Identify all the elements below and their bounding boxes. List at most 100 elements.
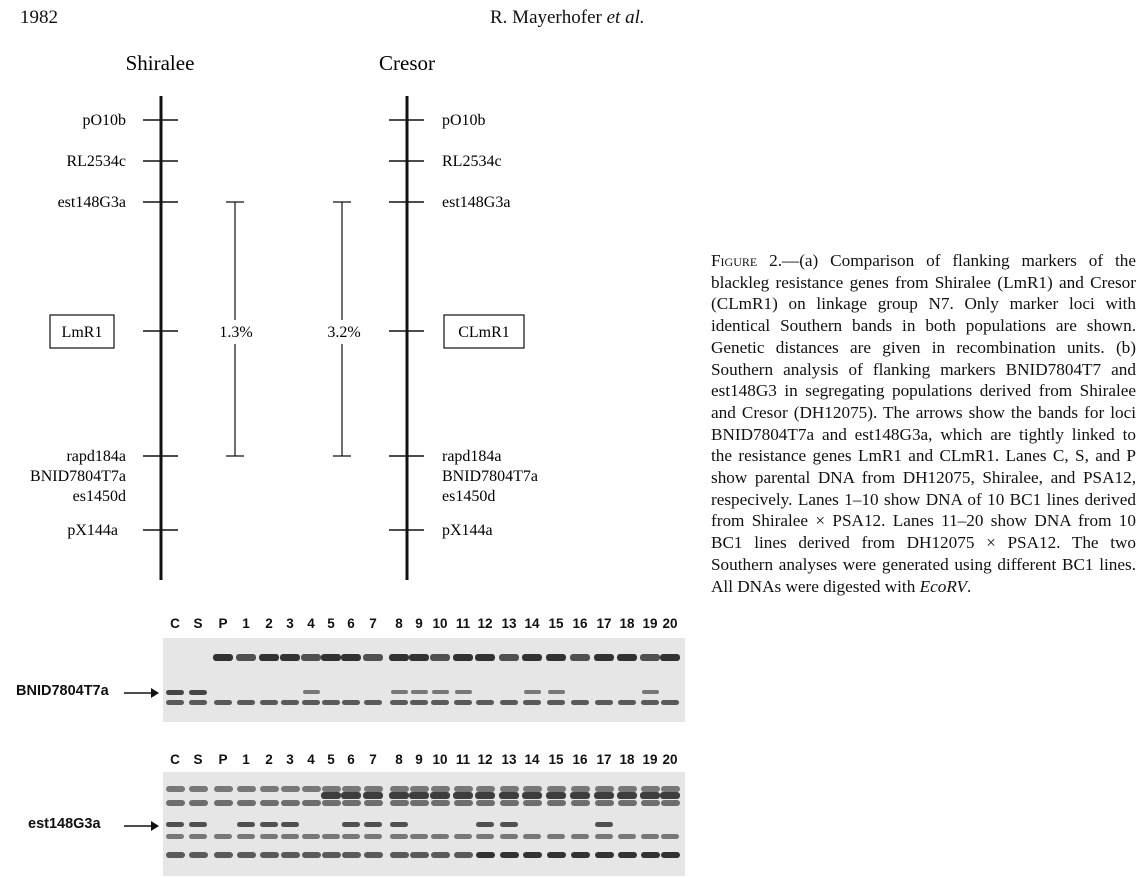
left-marker-rapd184a: rapd184a [66,448,126,465]
gel-band [570,654,590,661]
gel-band [475,800,495,806]
right-marker-rl2534c: RL2534c [442,153,502,170]
gel-band [640,654,660,661]
gel-band [546,654,566,661]
gel-band [363,852,383,858]
linkage-map-figure: Shiralee Cresor pO10b RL2534c est148G3a … [30,51,538,580]
lane-label-13: 13 [501,616,517,631]
lane-label-17: 17 [596,752,612,767]
lane-label-2: 2 [265,752,273,767]
gel-band [213,800,233,806]
gel-band [236,800,256,806]
interval-bracket-shiralee [226,201,244,457]
gel-image-bnid7804t7a [163,638,685,722]
gel-band [302,834,320,839]
gel-band [475,654,495,661]
gel-band [641,690,659,694]
gel-band [500,834,518,839]
southern-blot-bnid7804t7a: C S P 1 2 3 4 5 6 7 8 9 10 11 12 13 14 15 16 17 18 19 20 BNID7… [0,616,700,726]
gel-band [280,800,300,806]
gel-band [523,690,541,694]
gel-band [301,800,321,806]
gel-band [570,852,590,858]
ticks-cresor [389,119,424,531]
gel-band [166,690,184,695]
distance-label-shiralee: 1.3% [219,324,252,341]
lane-label-3: 3 [286,752,294,767]
gel-band [454,690,472,694]
gel-band [617,786,637,792]
left-marker-es1450d: es1450d [73,488,126,505]
lane-label-9: 9 [415,616,423,631]
gel-band [363,792,383,799]
gel-band [641,834,659,839]
gel-band [363,654,383,661]
gel-band [321,792,341,799]
gel-band [522,852,542,858]
gel-band [409,654,429,661]
gel-band [571,700,589,705]
lane-label-p: P [218,616,228,631]
gel-band [640,786,660,792]
gel-band [430,792,450,799]
gel-band [660,852,680,858]
gel-band [390,690,408,694]
gel-band [236,852,256,858]
gel-band [453,786,473,792]
gel-band [410,690,428,694]
gel-band [342,822,360,827]
gel-band [166,822,184,827]
gel-band [617,654,637,661]
lane-label-14: 14 [524,616,540,631]
lane-label-20: 20 [662,752,678,767]
distance-label-cresor: 3.2% [327,324,360,341]
lane-label-11: 11 [455,752,471,767]
right-marker-es1450d: es1450d [442,488,495,505]
running-head: R. Mayerhofer et al. [490,7,645,29]
gel-band [546,786,566,792]
lane-label-s: S [193,752,203,767]
caption-text: —(a) Comparison of flanking markers of t… [711,251,1136,596]
lane-label-13: 13 [501,752,517,767]
gel-band [431,700,449,705]
gel-band [430,654,450,661]
lane-label-8: 8 [395,616,403,631]
gel-band [546,800,566,806]
lane-label-15: 15 [548,616,564,631]
gel-band [301,786,321,792]
left-marker-bnid7804t7a: BNID7804T7a [30,468,126,485]
gel-marker-label: est148G3a [28,816,101,832]
gel-band [237,834,255,839]
lane-label-8: 8 [395,752,403,767]
gel-band [522,786,542,792]
lane-label-3: 3 [286,616,294,631]
lane-label-20: 20 [662,616,678,631]
lane-label-10: 10 [432,752,448,767]
lane-label-16: 16 [572,616,588,631]
gel-band [453,800,473,806]
gel-band [454,700,472,705]
gel-band [342,834,360,839]
gel-band [595,700,613,705]
gel-band [409,786,429,792]
gel-band [660,786,680,792]
gel-band [618,700,636,705]
gel-band [259,654,279,661]
lane-label-14: 14 [524,752,540,767]
right-marker-px144a: pX144a [442,522,493,539]
gel-band [363,786,383,792]
gel-marker-label: BNID7804T7a [16,683,109,699]
gel-band [213,654,233,661]
lane-label-p: P [218,752,228,767]
gel-band [522,654,542,661]
right-marker-po10b: pO10b [442,112,486,129]
gel-band [661,834,679,839]
gel-band [341,852,361,858]
lane-label-4: 4 [307,752,315,767]
gel-band [547,834,565,839]
lane-label-s: S [193,616,203,631]
gel-band [570,800,590,806]
gel-band [640,852,660,858]
gel-band [430,786,450,792]
gel-band [301,852,321,858]
